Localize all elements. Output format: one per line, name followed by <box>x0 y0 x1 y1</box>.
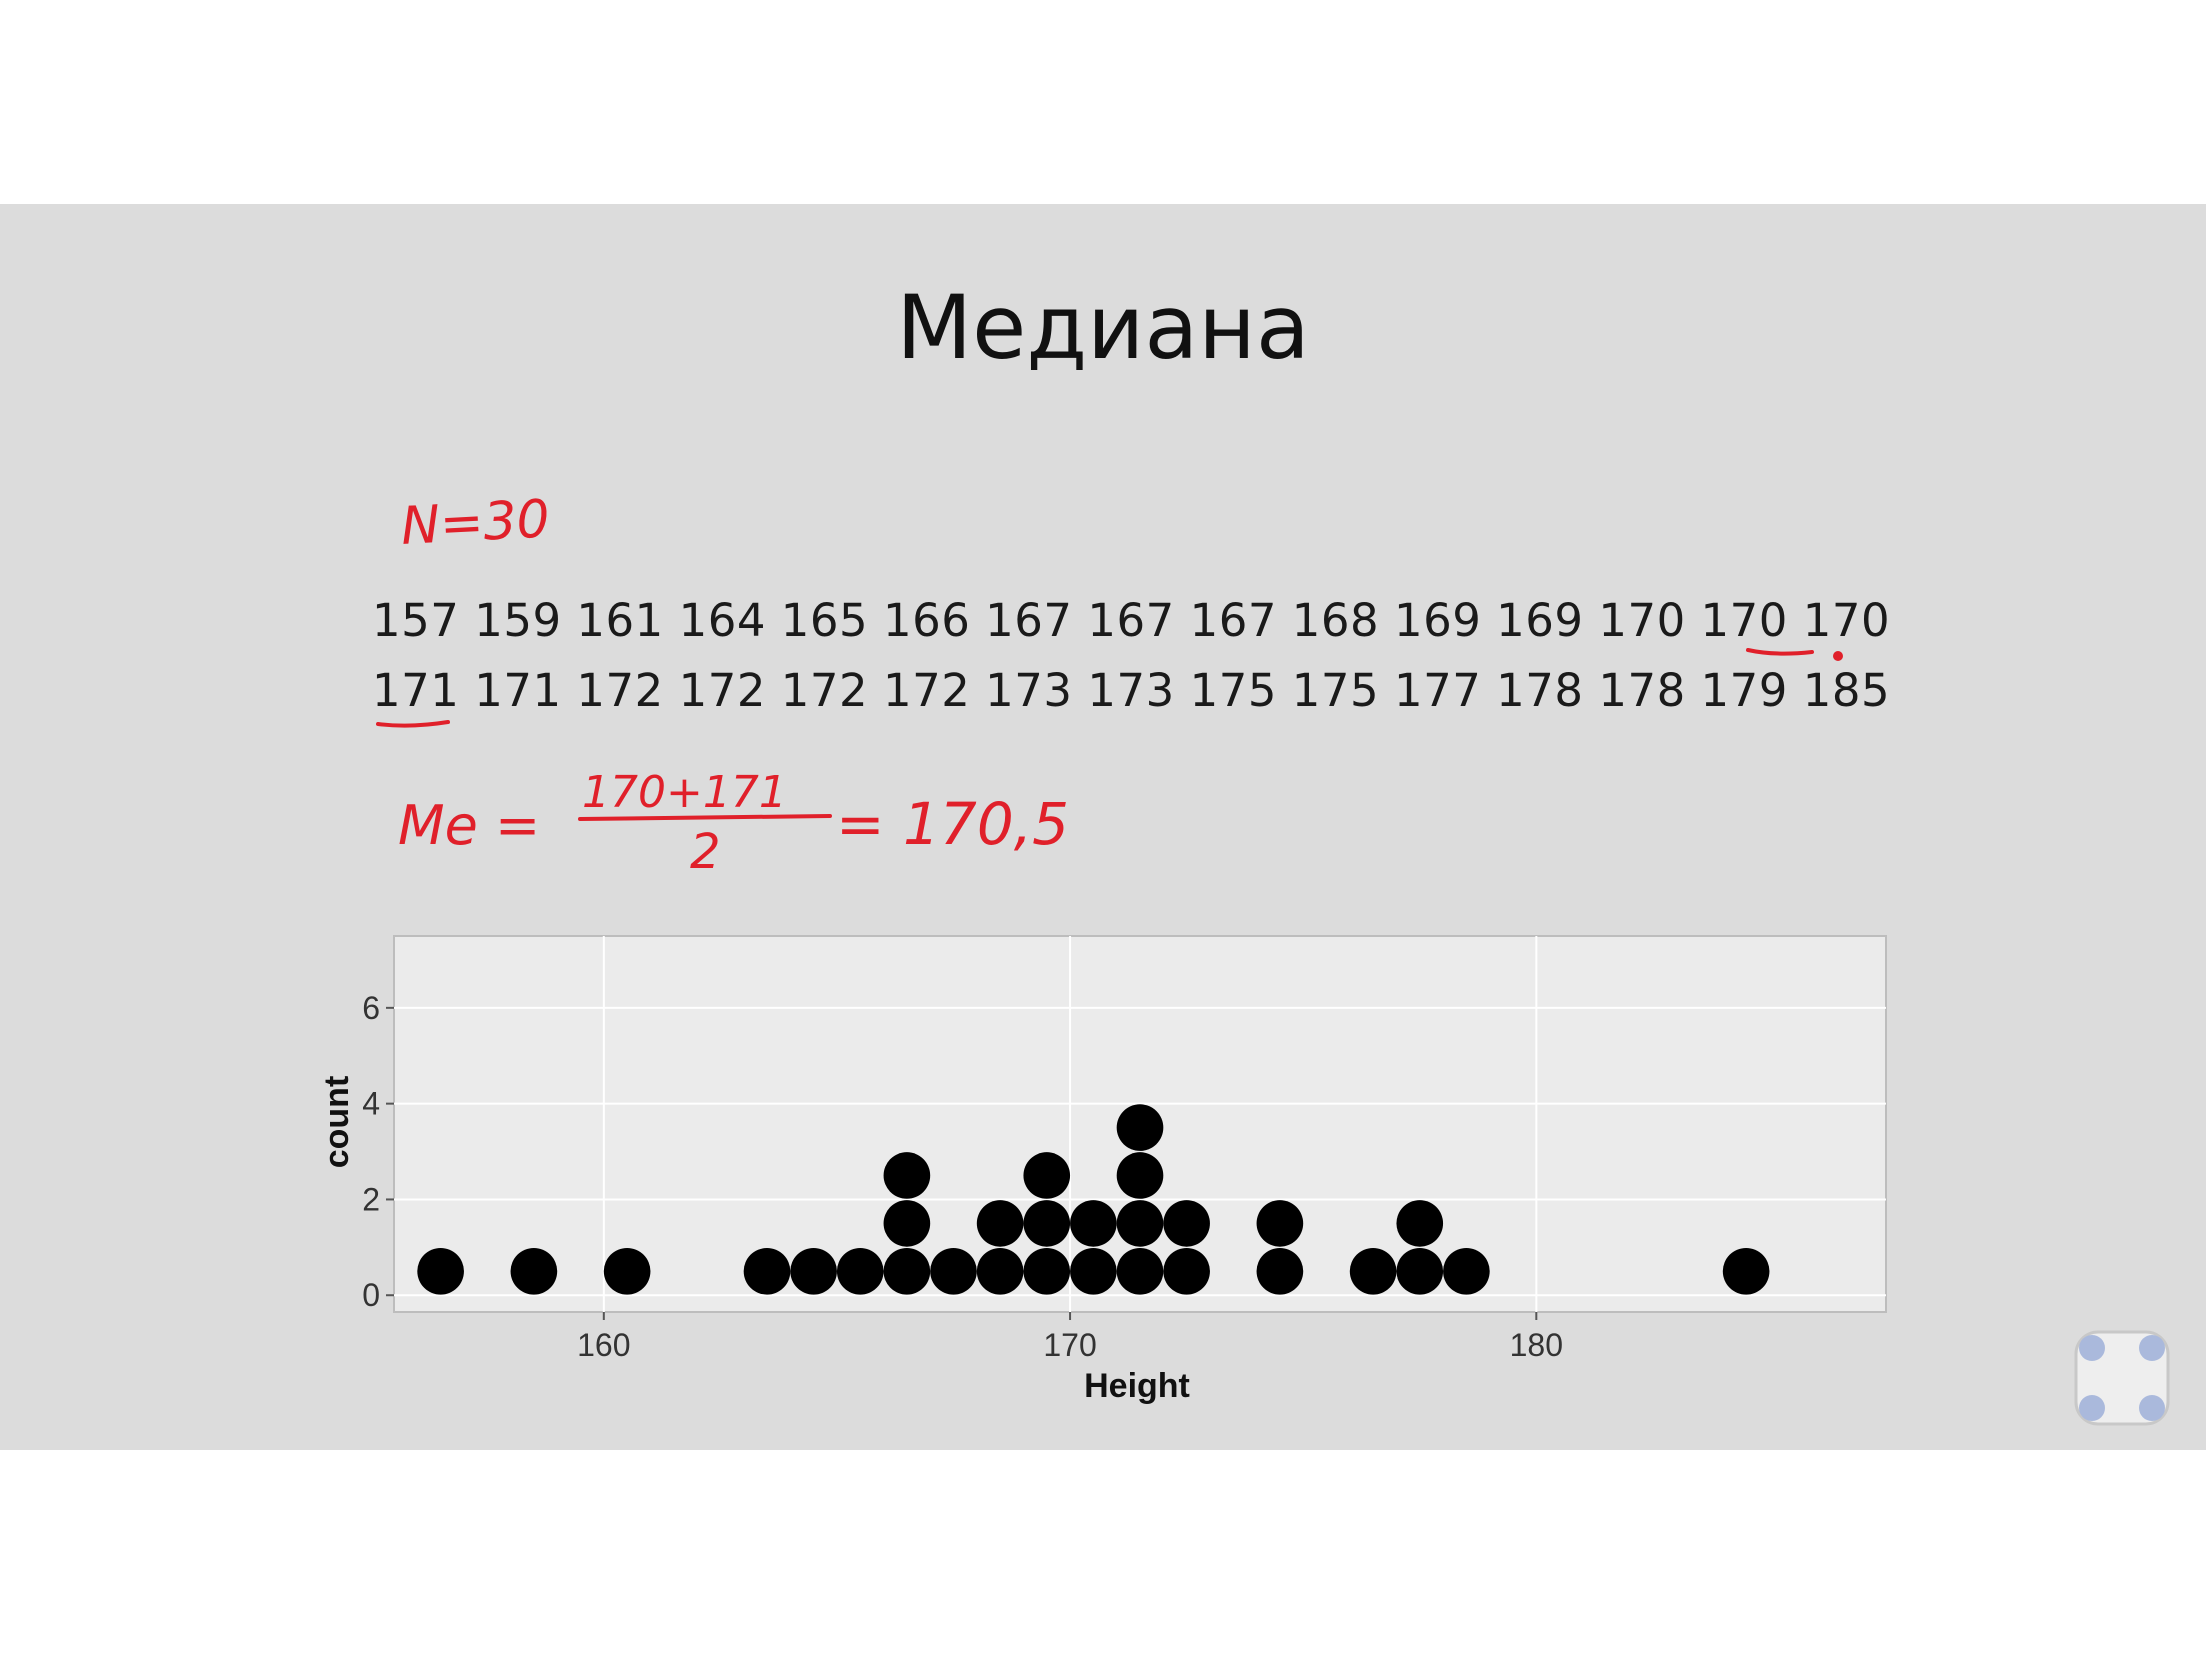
data-dot <box>883 1200 931 1247</box>
y-tick-label: 0 <box>362 1277 380 1313</box>
y-axis-label: count <box>318 1076 356 1169</box>
data-row-2: 171 171 172 172 172 172 173 173 175 175 … <box>372 664 1891 717</box>
data-dot <box>1023 1247 1071 1295</box>
x-axis-label: Height <box>1084 1367 1190 1405</box>
data-row-1: 157 159 161 164 165 166 167 167 167 168 … <box>372 594 1891 647</box>
data-dot <box>1256 1200 1304 1247</box>
data-dot <box>836 1247 884 1295</box>
data-dot <box>417 1247 464 1295</box>
x-tick-label: 180 <box>1510 1327 1563 1363</box>
data-dot <box>1256 1247 1304 1295</box>
y-tick-label: 4 <box>362 1086 380 1122</box>
data-dot <box>603 1247 651 1295</box>
data-dot <box>1722 1247 1770 1295</box>
y-tick-label: 2 <box>362 1181 380 1217</box>
x-tick-label: 160 <box>577 1327 630 1363</box>
data-dot <box>1023 1152 1071 1199</box>
data-dot <box>1396 1200 1444 1247</box>
data-dot <box>1163 1200 1210 1247</box>
slide: Медиана 157 159 161 164 165 166 167 167 … <box>0 204 2206 1450</box>
slide-title: Медиана <box>896 276 1310 379</box>
data-dot <box>1116 1104 1164 1151</box>
y-tick-label: 6 <box>362 990 380 1026</box>
data-dot <box>1396 1247 1444 1295</box>
data-dot <box>1023 1200 1071 1247</box>
data-dot <box>1070 1247 1117 1295</box>
data-dot <box>790 1247 837 1295</box>
data-dot <box>1163 1247 1210 1295</box>
data-dot <box>1443 1247 1490 1295</box>
fullscreen-toggle-icon[interactable] <box>2070 1326 2174 1430</box>
data-dot <box>1116 1200 1164 1247</box>
data-dot <box>510 1247 558 1295</box>
dotplot-chart: 160 170 180 0 2 4 6 Height count <box>318 935 1887 1405</box>
data-dot <box>930 1247 977 1295</box>
data-dot <box>976 1247 1024 1295</box>
data-dot <box>1070 1200 1117 1247</box>
data-dot <box>1116 1247 1164 1295</box>
data-dot <box>743 1247 791 1295</box>
data-dot <box>1116 1152 1164 1199</box>
x-tick-label: 170 <box>1043 1327 1096 1363</box>
data-dot <box>883 1247 931 1295</box>
data-dot <box>883 1152 931 1199</box>
data-dot <box>1349 1247 1397 1295</box>
data-dot <box>976 1200 1024 1247</box>
